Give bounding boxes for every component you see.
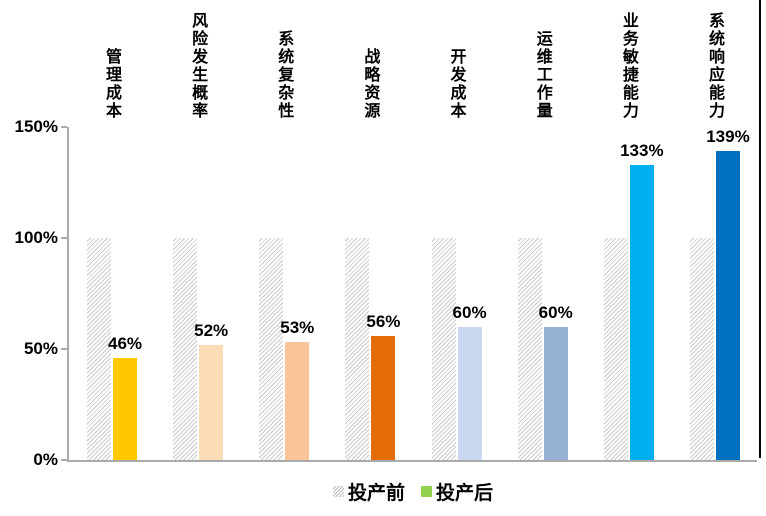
legend-item-after: 投产后 bbox=[421, 478, 493, 505]
bar-before bbox=[87, 238, 111, 460]
bar-value-label: 139% bbox=[706, 127, 750, 147]
category-label: 系统响应能力 bbox=[705, 12, 723, 120]
y-axis-line bbox=[67, 127, 69, 462]
bar-after bbox=[543, 326, 568, 460]
bar-value-label: 60% bbox=[538, 302, 573, 322]
page-border-right bbox=[759, 0, 761, 458]
bar-after bbox=[285, 342, 310, 460]
x-axis-line bbox=[68, 460, 757, 462]
bar-before bbox=[689, 238, 714, 460]
category-label: 运维工作量 bbox=[533, 30, 551, 120]
bar-before bbox=[431, 238, 456, 460]
y-axis-label: 50% bbox=[23, 339, 58, 358]
bar-value-label: 60% bbox=[452, 302, 487, 322]
legend-label-after: 投产后 bbox=[436, 483, 494, 504]
bar-value-label: 53% bbox=[280, 318, 315, 338]
legend-swatch-after bbox=[421, 486, 432, 497]
bar-before bbox=[517, 238, 542, 460]
bar-after bbox=[199, 344, 224, 460]
bar-value-label: 133% bbox=[620, 140, 664, 160]
y-axis-tick bbox=[61, 348, 67, 350]
category-label: 管理成本 bbox=[103, 48, 120, 120]
y-axis-tick bbox=[61, 237, 67, 239]
category-label: 战略资源 bbox=[361, 48, 379, 120]
legend-swatch-before bbox=[332, 486, 344, 497]
y-axis-label: 100% bbox=[14, 228, 58, 247]
chart-legend: 投产前 投产后 bbox=[30, 478, 766, 505]
bar-value-label: 46% bbox=[107, 333, 143, 353]
y-axis-label: 150% bbox=[14, 117, 58, 136]
bar-after bbox=[113, 357, 137, 460]
legend-item-before: 投产前 bbox=[332, 478, 405, 505]
bar-after bbox=[629, 164, 654, 460]
category-label: 系统复杂性 bbox=[275, 30, 293, 120]
bar-before bbox=[259, 238, 284, 460]
legend-label-before: 投产前 bbox=[347, 483, 405, 504]
bar-after bbox=[457, 326, 482, 460]
category-label: 开发成本 bbox=[447, 48, 465, 120]
y-axis-tick bbox=[61, 459, 67, 461]
y-axis-tick bbox=[61, 126, 67, 128]
bar-before bbox=[603, 238, 628, 460]
category-label: 业务敏捷能力 bbox=[619, 12, 637, 120]
bar-before bbox=[345, 238, 370, 460]
bar-value-label: 52% bbox=[194, 320, 229, 340]
bar-after bbox=[715, 151, 740, 460]
category-label: 风险发生概率 bbox=[189, 12, 207, 120]
y-axis-label: 0% bbox=[33, 450, 58, 469]
bar-value-label: 56% bbox=[366, 311, 401, 331]
bar-after bbox=[371, 335, 396, 460]
bar-before bbox=[173, 238, 198, 460]
